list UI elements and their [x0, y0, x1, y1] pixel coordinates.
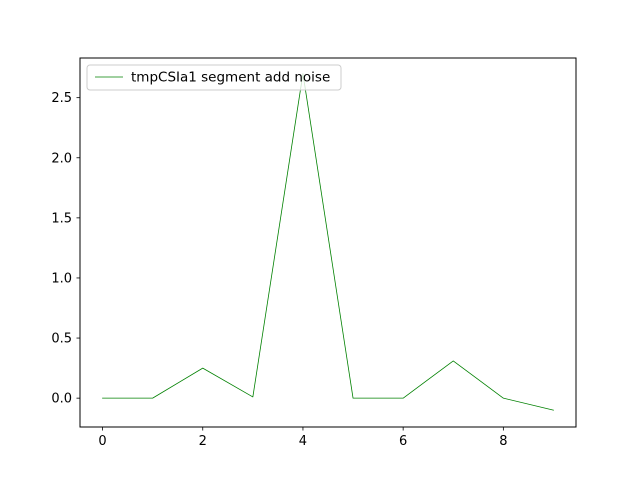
x-tick-label: 2: [199, 434, 207, 449]
x-tick-label: 8: [499, 434, 507, 449]
x-tick-label: 0: [98, 434, 106, 449]
y-tick-label: 0.5: [51, 332, 72, 347]
plot-frame: [79, 57, 577, 428]
legend: tmpCSIa1 segment add noise: [86, 64, 342, 91]
axis-layer: 0 2 4 6 8 0.0 0.5 1.0 1.5 2.0 2.5: [51, 91, 507, 449]
legend-label: tmpCSIa1 segment add noise: [131, 70, 330, 86]
y-tick-label: 2.5: [51, 91, 72, 106]
legend-box: [86, 64, 342, 91]
y-tick-label: 0.0: [51, 392, 72, 407]
series-line-0: [102, 73, 554, 411]
y-tick-label: 1.5: [51, 211, 72, 226]
series-layer: [102, 73, 554, 411]
y-tick-label: 2.0: [51, 151, 72, 166]
x-tick-label: 4: [299, 434, 307, 449]
y-tick-label: 1.0: [51, 271, 72, 286]
plot-area: [80, 58, 576, 427]
x-tick-label: 6: [399, 434, 407, 449]
